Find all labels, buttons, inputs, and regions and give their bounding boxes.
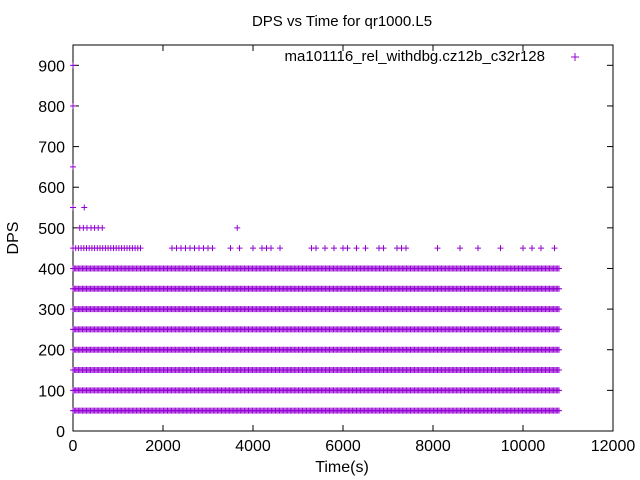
x-tick-label: 12000 [591,438,636,455]
data-point [99,224,106,231]
data-point [529,245,535,252]
data-point [250,245,256,252]
y-tick-label: 600 [38,180,65,197]
data-point [457,245,463,252]
data-point [353,245,360,252]
x-tick-label: 4000 [235,438,271,455]
y-axis-label: DPS [5,222,22,255]
data-point [313,245,319,252]
x-axis: 0 2000 4000 6000 8000 10000 12000 [69,45,636,455]
data-point [344,245,351,252]
data-point [236,245,243,252]
data-point [497,245,504,252]
plot-frame [72,44,614,432]
data-point [551,245,558,252]
x-tick-label: 0 [69,438,78,455]
data-point [322,245,328,252]
y-tick-label: 500 [38,221,65,238]
legend-marker [571,53,579,61]
data-point [556,367,562,374]
data-point [556,326,562,333]
x-tick-label: 10000 [501,438,546,455]
data-point [556,265,562,272]
x-axis-label: Time(s) [315,459,369,476]
y-axis: 0 100 200 300 400 500 600 700 800 900 [38,58,613,441]
x-tick-label: 2000 [145,438,181,455]
data-point [70,204,76,211]
data-point [556,306,562,313]
data-point [556,387,562,394]
legend-label: ma101116_rel_withdbg.cz12b_c32r128 [285,48,545,65]
data-point [70,102,76,109]
data-point [538,245,544,252]
data-point [556,346,562,353]
chart-title: DPS vs Time for qr1000.L5 [252,13,432,30]
y-tick-label: 0 [56,424,65,441]
data-point [70,163,76,170]
data-point [380,245,387,252]
data-point [234,224,241,231]
data-point [434,245,441,252]
data-point [556,407,562,414]
x-tick-label: 8000 [415,438,451,455]
y-tick-label: 400 [38,261,65,278]
y-tick-label: 100 [38,383,65,400]
data-point [81,204,88,211]
legend: ma101116_rel_withdbg.cz12b_c32r128 [285,48,579,65]
data-point [403,245,409,252]
y-tick-label: 800 [38,99,65,116]
data-point [331,245,337,252]
data-point [137,245,144,252]
data-point [556,285,562,292]
data-point [268,245,274,252]
data-point [70,62,76,69]
data-point [209,245,216,252]
y-tick-label: 900 [38,58,65,75]
x-tick-label: 6000 [325,438,361,455]
y-tick-label: 300 [38,302,65,319]
data-point [277,245,283,252]
scatter-points [70,62,562,414]
data-point [362,245,369,252]
y-tick-label: 700 [38,140,65,157]
data-point [227,245,234,252]
y-tick-label: 200 [38,343,65,360]
data-point [475,245,481,252]
data-point [520,245,526,252]
